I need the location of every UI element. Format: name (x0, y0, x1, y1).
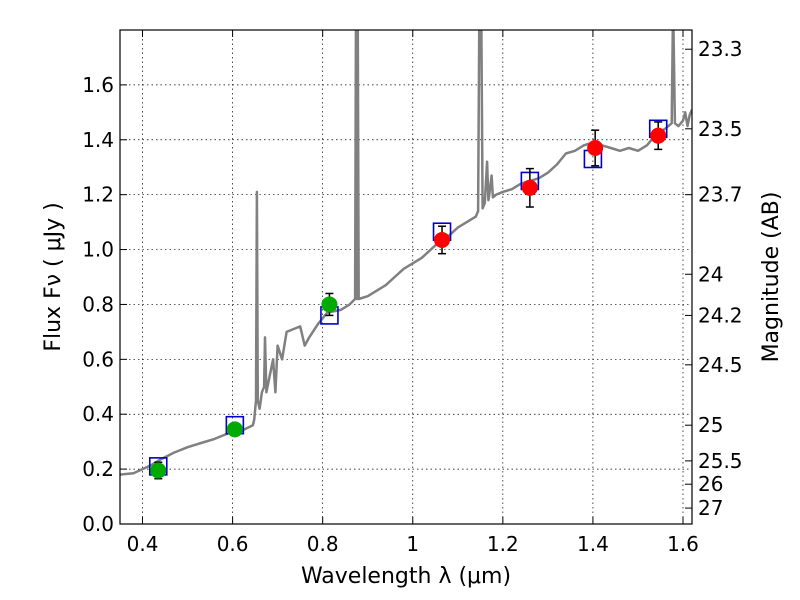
spectrum-line (120, 30, 692, 476)
observed-point (226, 421, 243, 438)
observed-point (321, 296, 338, 313)
observed-point (587, 140, 604, 157)
observed-point (150, 462, 167, 479)
right-tick-label: 25 (698, 413, 723, 437)
x-tick-label: 1.4 (577, 532, 609, 556)
observed-point (650, 127, 667, 144)
y-tick-label: 0.0 (82, 512, 114, 536)
marker-layer (148, 119, 668, 480)
grid (120, 30, 692, 525)
right-tick-label: 24 (698, 262, 723, 286)
right-tick-label: 26 (698, 472, 723, 496)
right-axis-label: Magnitude (AB) (759, 192, 784, 363)
y-tick-label: 0.6 (82, 347, 114, 371)
y-tick-label: 1.2 (82, 183, 114, 207)
y-tick-label: 1.6 (82, 73, 114, 97)
right-tick-label: 23.5 (698, 117, 743, 141)
right-tick-label: 27 (698, 496, 723, 520)
right-tick-label: 23.3 (698, 37, 743, 61)
y-tick-label: 1.4 (82, 128, 114, 152)
x-tick-label: 0.4 (127, 532, 159, 556)
x-axis-label: Wavelength λ (μm) (301, 564, 511, 589)
x-tick-label: 0.8 (307, 532, 339, 556)
y-tick-label: 1.0 (82, 238, 114, 262)
x-tick-label: 1 (406, 532, 419, 556)
y-tick-label: 0.2 (82, 457, 114, 481)
x-tick-label: 1.6 (667, 532, 699, 556)
right-tick-label: 25.5 (698, 449, 743, 473)
observed-point (434, 231, 451, 248)
x-tick-label: 0.6 (217, 532, 249, 556)
right-tick-label: 24.5 (698, 353, 743, 377)
ticks: 0.4 0.6 0.8 1 1.2 1.4 1.6 0.0 0.2 0.4 0.6 0.8 1.0 1.2… (82, 30, 743, 556)
spectrum-layer (120, 30, 692, 476)
plot-frame (119, 29, 693, 525)
right-tick-label: 24.2 (698, 303, 743, 327)
right-tick-label: 23.7 (698, 183, 743, 207)
y-tick-label: 0.8 (82, 292, 114, 316)
y-axis-label: Flux Fν ( μJy ) (41, 202, 66, 351)
x-tick-label: 1.2 (487, 532, 519, 556)
observed-point (521, 179, 538, 196)
y-tick-label: 0.4 (82, 402, 114, 426)
